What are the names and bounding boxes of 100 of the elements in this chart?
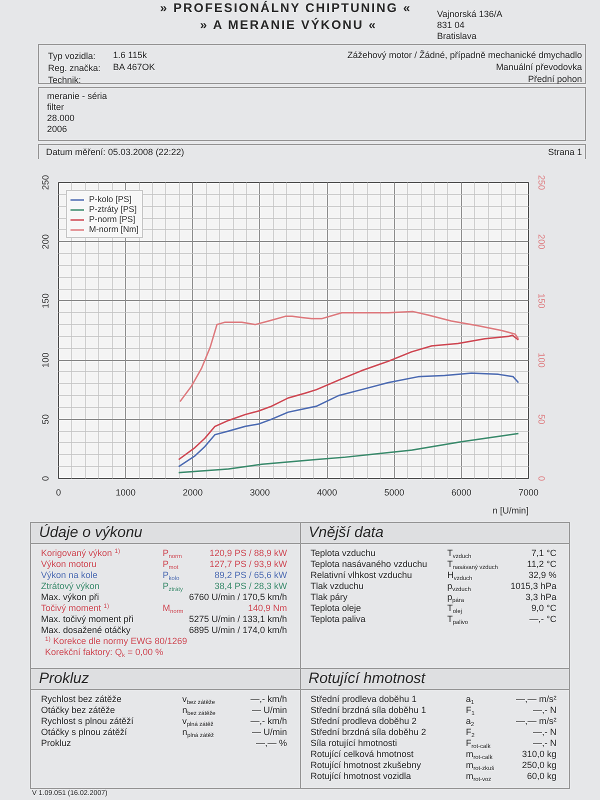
text: 9,0 °C (530, 603, 556, 614)
text: Rotující hmotnost (300, 669, 569, 690)
x-tick-label: 6000 (451, 488, 472, 498)
text: Údaje o výkonu (31, 523, 300, 544)
text: Teplota nasávaného vzduchu (310, 559, 428, 570)
text: T$_{olej}$ (446, 603, 462, 615)
text: Typ vozidla: (48, 51, 96, 62)
text: Rotující hmotnost zkušebny (310, 760, 422, 771)
text: 3,3 hPa (524, 592, 556, 603)
y2-tick-label: 0 (536, 476, 546, 482)
text: Manuální převodovka (496, 62, 582, 73)
text: P$_{mot}$ (162, 559, 180, 571)
x-tick-label: 1000 (116, 488, 136, 498)
text: —,— m/s² (515, 716, 556, 727)
text: v$_{plná zátěž}$ (181, 716, 214, 728)
text: F$_{1}$ (464, 705, 476, 717)
text: —,— % (254, 738, 287, 749)
text: Korekční faktory: Q$_{k}$ = 0,00 % (44, 647, 164, 659)
text: Rotující hmotnost vozidla (310, 771, 412, 782)
text: m$_{rot-voz}$ (464, 771, 492, 783)
text: Točivý moment $^{1)}$ (41, 603, 110, 614)
y2-tick-label: 200 (536, 234, 546, 250)
text: Bratislava (437, 31, 477, 42)
text: Vajnorská 136/A (437, 9, 502, 20)
text: T$_{palivo}$ (446, 614, 470, 626)
text: 11,2 °C (526, 559, 556, 570)
text: —,- km/h (249, 694, 287, 705)
y-tick-label: 200 (40, 234, 50, 250)
text: filter (47, 102, 64, 113)
text: 6760 U/min / 170,5 km/h (188, 592, 287, 603)
text: » A MERANIE VÝKONU « (200, 18, 378, 32)
text: Korigovaný výkon $^{1)}$ (41, 548, 122, 559)
text: 5275 U/min / 133,1 km/h (188, 614, 287, 625)
text: Přední pohon (528, 74, 582, 85)
text: Otáčky bez zátěže (41, 705, 116, 716)
text: Ztrátový výkon (41, 581, 101, 592)
text: $^{1)}$ Korekce dle normy EWG 80/1269 (44, 636, 188, 647)
text: P$_{ztráty}$ (162, 581, 184, 593)
text: Otáčky s plnou zátěží (41, 727, 128, 738)
text: 38,4 PS / 28,3 kW (213, 581, 287, 592)
text: m$_{rot-calk}$ (464, 749, 494, 761)
y2-tick-label: 250 (536, 174, 546, 190)
text: Teplota vzduchu (310, 548, 377, 559)
text: H$_{vzduch}$ (446, 570, 472, 582)
y-tick-label: 150 (40, 293, 50, 308)
text: p$_{pára}$ (446, 592, 465, 604)
text: Síla rotující hmotnosti (310, 738, 398, 749)
text: T$_{vzduch}$ (446, 548, 472, 560)
text: 1.6 115k (113, 50, 147, 61)
text: meranie - séria (47, 91, 108, 102)
text: 310,0 kg (520, 749, 556, 760)
y-tick-label: 50 (40, 414, 50, 424)
text: Střední brzdná síla doběhu 1 (310, 705, 428, 716)
line-series (178, 432, 520, 474)
text: a$_{2}$ (464, 716, 476, 728)
text: Střední prodleva doběhu 2 (310, 716, 418, 727)
text: Teplota oleje (310, 603, 362, 614)
y-tick-label: 250 (40, 174, 50, 190)
text: 831 04 (437, 20, 465, 31)
text: Prokluz (41, 738, 72, 749)
text: v$_{bez zátěže}$ (181, 694, 216, 706)
line-series (179, 310, 520, 402)
text: 6895 U/min / 174,0 km/h (188, 625, 287, 636)
text: —,— m/s² (515, 694, 556, 705)
text: 127,7 PS / 93,9 kW (208, 559, 287, 570)
text: T$_{nasávaný vzduch}$ (446, 559, 499, 571)
y-tick-label: 100 (40, 352, 50, 368)
text: Vnější data (300, 523, 569, 544)
text: Výkon motoru (41, 559, 98, 570)
text: Střední brzdná síla doběhu 2 (310, 727, 428, 738)
text: —,- km/h (249, 716, 287, 727)
y-tick-label: 0 (40, 476, 50, 482)
y2-tick-label: 50 (536, 414, 546, 424)
text: a$_{1}$ (464, 694, 476, 706)
text: M$_{norm}$ (162, 603, 184, 615)
text: Zážehový motor / Žádné, případně mechanické dmychadlo (347, 50, 582, 61)
text: Tlak páry (310, 592, 349, 603)
text: Střední prodleva doběhu 1 (310, 694, 418, 705)
text: —,- °C (528, 614, 556, 625)
text: p$_{vzduch}$ (446, 581, 472, 593)
text: Výkon na kole (41, 570, 99, 581)
x-tick-label: 7000 (518, 488, 539, 498)
line-series (178, 334, 520, 460)
y2-tick-label: 150 (536, 293, 546, 308)
text: Rotující celková hmotnost (310, 749, 415, 760)
text: —,- N (532, 727, 556, 738)
x-tick-label: 3000 (250, 488, 270, 498)
text: —,- N (532, 705, 556, 716)
text: Rychlost bez zátěže (41, 694, 123, 705)
text: — U/min (250, 727, 287, 738)
text: P$_{norm}$ (162, 548, 183, 560)
text: Teplota paliva (310, 614, 367, 625)
text: 140,9 Nm (246, 603, 287, 614)
text: n$_{plná zátěž}$ (181, 727, 215, 739)
text: Prokluz (31, 669, 300, 690)
text: Technik: (48, 75, 82, 86)
text: Reg. značka: (48, 63, 101, 74)
text: » PROFESIONÁLNY CHIPTUNING « (160, 1, 412, 15)
text: — U/min (250, 705, 287, 716)
text: 60,0 kg (526, 771, 556, 782)
